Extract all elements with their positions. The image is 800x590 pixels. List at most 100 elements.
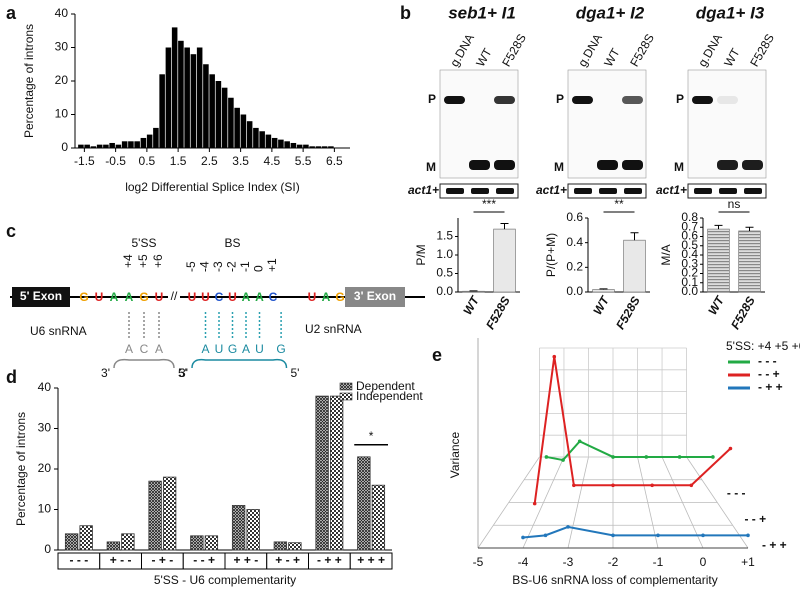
u6-letter: A [155, 342, 163, 356]
position-label: -4 [198, 261, 212, 272]
histogram-bar [203, 64, 209, 148]
series-point [611, 483, 615, 488]
x-tick-label: -2 [608, 555, 619, 569]
x-tick-label: +1 [741, 555, 755, 569]
gel-band [622, 160, 643, 170]
panel-label: e [432, 345, 442, 365]
x-tick-label: + - + [275, 553, 300, 567]
logo-letter: C [215, 290, 224, 304]
position-label: +4 [121, 254, 135, 268]
histogram-bar [234, 107, 240, 148]
histogram-bar [121, 141, 128, 148]
lane-label: F528S [627, 31, 657, 69]
panel-label: a [6, 3, 17, 23]
position-label: -1 [238, 261, 252, 272]
loading-band [574, 188, 592, 194]
strand-end: 3' [101, 366, 110, 380]
y-tick-label: 0.0 [566, 284, 583, 298]
y-tick-label: 0.4 [566, 235, 583, 249]
y-tick-label: 0.6 [566, 210, 583, 224]
histogram-bar [259, 131, 265, 148]
lane-label: F528S [499, 31, 529, 69]
y-tick-label: 0.5 [681, 238, 698, 252]
gel-band [469, 160, 490, 170]
significance-label: ns [728, 197, 741, 211]
logo-letter: A [110, 290, 119, 304]
bar [623, 239, 646, 293]
series-point [689, 483, 694, 488]
panel-label: d [6, 367, 17, 387]
gel-band [622, 96, 643, 104]
logo-letter: A [322, 290, 331, 304]
logo-letter: G [139, 290, 148, 304]
gel-title: seb1+ I1 [448, 3, 516, 22]
histogram-bar [209, 74, 215, 148]
loading-band [624, 188, 642, 194]
gel-band [597, 160, 618, 170]
loading-band [599, 188, 617, 194]
histogram-bar [96, 144, 103, 148]
loading-label: act1+ [656, 183, 687, 197]
x-tick-label: 5.5 [295, 154, 312, 168]
x-tick-label: - - + [193, 553, 215, 567]
bar [493, 228, 516, 293]
x-tick-label: 2.5 [201, 154, 218, 168]
histogram-bar [215, 81, 222, 148]
break-mask [168, 290, 180, 304]
histogram-bar [284, 141, 290, 148]
gel-title: dga1+ I2 [576, 3, 645, 22]
x-tick-label: -1 [653, 555, 664, 569]
u2-letter: U [215, 342, 224, 356]
histogram-bar [134, 141, 140, 148]
bar [592, 289, 615, 293]
band-label: M [554, 160, 564, 174]
site-label: 5'SS [132, 236, 157, 250]
x-tick-label: 4.5 [264, 154, 281, 168]
gel-band [494, 96, 515, 104]
bar [707, 228, 730, 293]
legend-title: 5'SS: +4 +5 +6 [726, 339, 800, 353]
x-tick-label: 0 [700, 555, 707, 569]
y-axis-label: M/A [659, 244, 673, 265]
loading-label: act1+ [536, 183, 567, 197]
series-point [677, 455, 682, 459]
histogram-bar [228, 97, 234, 148]
histogram-bar [128, 141, 134, 148]
logo-letter: A [242, 290, 251, 304]
series-point [552, 354, 557, 359]
y-tick-label: 0.5 [436, 266, 453, 280]
u2-letter: A [201, 342, 209, 356]
histogram-bar [90, 146, 97, 148]
loading-band [719, 188, 737, 194]
histogram-bar [103, 144, 109, 148]
series-point [701, 533, 705, 538]
bar [231, 505, 246, 551]
bar [288, 542, 302, 551]
gel-band [494, 160, 515, 170]
bar [121, 533, 135, 551]
rna-label: U2 snRNA [305, 322, 362, 336]
histogram-bar [265, 134, 272, 148]
histogram-bar [290, 142, 297, 148]
position-label: +5 [136, 254, 150, 268]
position-label: +1 [265, 258, 279, 272]
y-tick-label: 0.3 [681, 256, 698, 270]
strand-end: 5' [291, 366, 300, 380]
bar [273, 541, 288, 551]
logo-letter: A [255, 290, 264, 304]
legend-label: - - - [758, 354, 777, 368]
x-tick-label: - - - [70, 553, 89, 567]
series-point [543, 533, 548, 538]
bar [162, 476, 177, 551]
y-tick-label: 0.2 [681, 266, 698, 280]
x-tick-label: - + - [152, 553, 174, 567]
histogram-bar [303, 144, 309, 148]
gel-band [742, 160, 763, 170]
series-point [521, 535, 525, 540]
series-point [532, 501, 537, 506]
legend-swatch [339, 382, 353, 391]
position-label: +6 [151, 254, 165, 268]
band-label: P [676, 92, 684, 106]
u6-letter: C [140, 342, 149, 356]
exon-box [12, 287, 70, 307]
